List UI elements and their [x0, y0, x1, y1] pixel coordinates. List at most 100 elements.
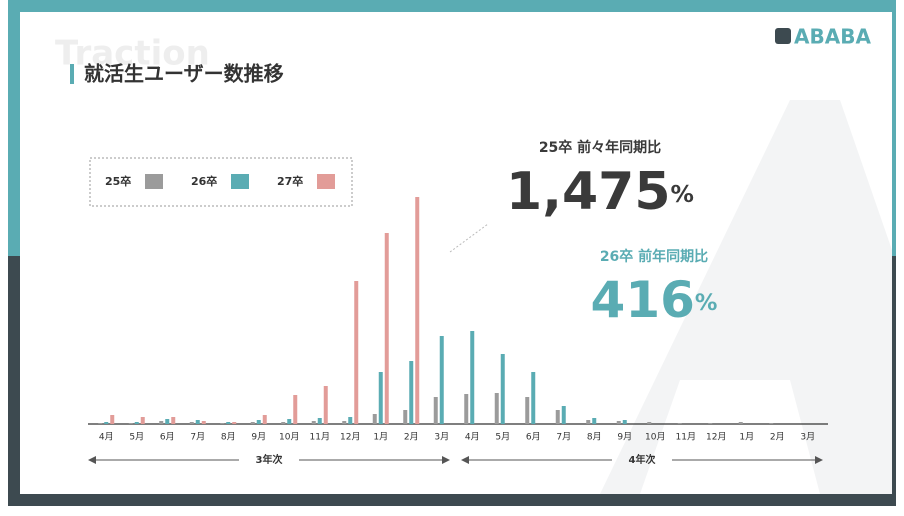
bar: [226, 422, 231, 424]
bar: [281, 422, 286, 424]
x-tick-label: 10月: [645, 432, 665, 443]
bar: [293, 395, 298, 424]
bar: [409, 361, 414, 424]
logo: ABABA: [794, 25, 871, 49]
bar: [378, 372, 383, 424]
x-tick-label: 8月: [221, 432, 236, 443]
bar: [189, 422, 194, 424]
bar: [311, 421, 316, 424]
bar: [531, 372, 536, 424]
annotation-unit: %: [695, 290, 718, 316]
bar: [256, 420, 261, 424]
x-tick-label: 11月: [676, 432, 696, 443]
x-tick-label: 4月: [99, 432, 114, 443]
bar: [592, 418, 597, 424]
watermark: Traction: [55, 34, 210, 74]
x-tick-label: 12月: [706, 432, 726, 443]
title: 就活生ユーザー数推移: [84, 62, 284, 86]
bar: [342, 421, 347, 424]
arrow-head: [461, 456, 469, 464]
bar: [110, 415, 115, 424]
x-tick-label: 3月: [800, 432, 815, 443]
annotation-value: 1,475%: [506, 162, 694, 222]
x-tick-label: 2月: [404, 432, 419, 443]
x-tick-label: 9月: [251, 432, 266, 443]
x-tick-label: 4月: [465, 432, 480, 443]
legend-swatch: [317, 174, 335, 189]
bar: [561, 406, 566, 424]
logo-icon: [775, 28, 791, 44]
arrow-head: [442, 456, 450, 464]
legend-box: [89, 157, 353, 207]
bar: [140, 417, 145, 424]
bar: [738, 422, 743, 424]
annotation-number: 1,475: [506, 162, 670, 222]
bar: [384, 233, 389, 424]
x-tick-label: 5月: [129, 432, 144, 443]
bar: [134, 422, 139, 424]
x-tick-label: 8月: [587, 432, 602, 443]
bar: [439, 336, 444, 424]
bar: [98, 423, 103, 424]
x-tick-label: 2月: [770, 432, 785, 443]
annotation-number: 416: [591, 271, 695, 329]
bar: [494, 393, 499, 424]
bar: [415, 197, 420, 424]
bg-shape: [600, 100, 892, 494]
bar: [403, 410, 408, 424]
arrow-head: [815, 456, 823, 464]
bar: [287, 419, 292, 424]
legend-label: 27卒: [277, 174, 303, 188]
bar: [525, 397, 530, 424]
bar: [708, 423, 713, 424]
bar: [317, 418, 322, 424]
bar: [647, 422, 652, 424]
x-tick-label: 1月: [373, 432, 388, 443]
bar: [232, 422, 237, 424]
legend-swatch: [231, 174, 249, 189]
annotation-value: 416%: [591, 271, 718, 329]
bar: [128, 423, 133, 424]
bar: [500, 354, 505, 424]
x-tick-label: 11月: [310, 432, 330, 443]
x-tick-label: 7月: [190, 432, 205, 443]
period-label: 3年次: [256, 453, 283, 466]
legend-swatch: [145, 174, 163, 189]
bar: [104, 422, 109, 424]
bar: [769, 423, 774, 424]
bar: [372, 414, 377, 424]
bar: [555, 410, 560, 424]
bar: [586, 420, 591, 424]
bar: [323, 386, 328, 424]
bar: [201, 421, 206, 424]
bar: [159, 421, 164, 424]
bar: [354, 281, 359, 424]
annotation-unit: %: [671, 180, 694, 208]
x-tick-label: 7月: [556, 432, 571, 443]
x-tick-label: 3月: [434, 432, 449, 443]
bar: [250, 422, 255, 424]
x-tick-label: 1月: [739, 432, 754, 443]
x-tick-label: 9月: [617, 432, 632, 443]
legend-label: 25卒: [105, 174, 131, 188]
bar: [195, 420, 200, 424]
bar: [470, 331, 475, 424]
bar: [262, 415, 267, 424]
bar: [171, 417, 176, 424]
x-tick-label: 5月: [495, 432, 510, 443]
x-tick-label: 10月: [279, 432, 299, 443]
annotation-label: 25卒 前々年同期比: [539, 139, 661, 156]
x-tick-label: 6月: [526, 432, 541, 443]
bar: [616, 421, 621, 424]
bar: [464, 394, 469, 424]
annotation-label: 26卒 前年同期比: [600, 248, 708, 265]
legend-label: 26卒: [191, 174, 217, 188]
title-bar: [70, 64, 74, 84]
bar: [433, 397, 438, 424]
bar: [348, 417, 353, 424]
arrow-head: [88, 456, 96, 464]
bar: [622, 420, 627, 424]
bar: [165, 419, 170, 424]
